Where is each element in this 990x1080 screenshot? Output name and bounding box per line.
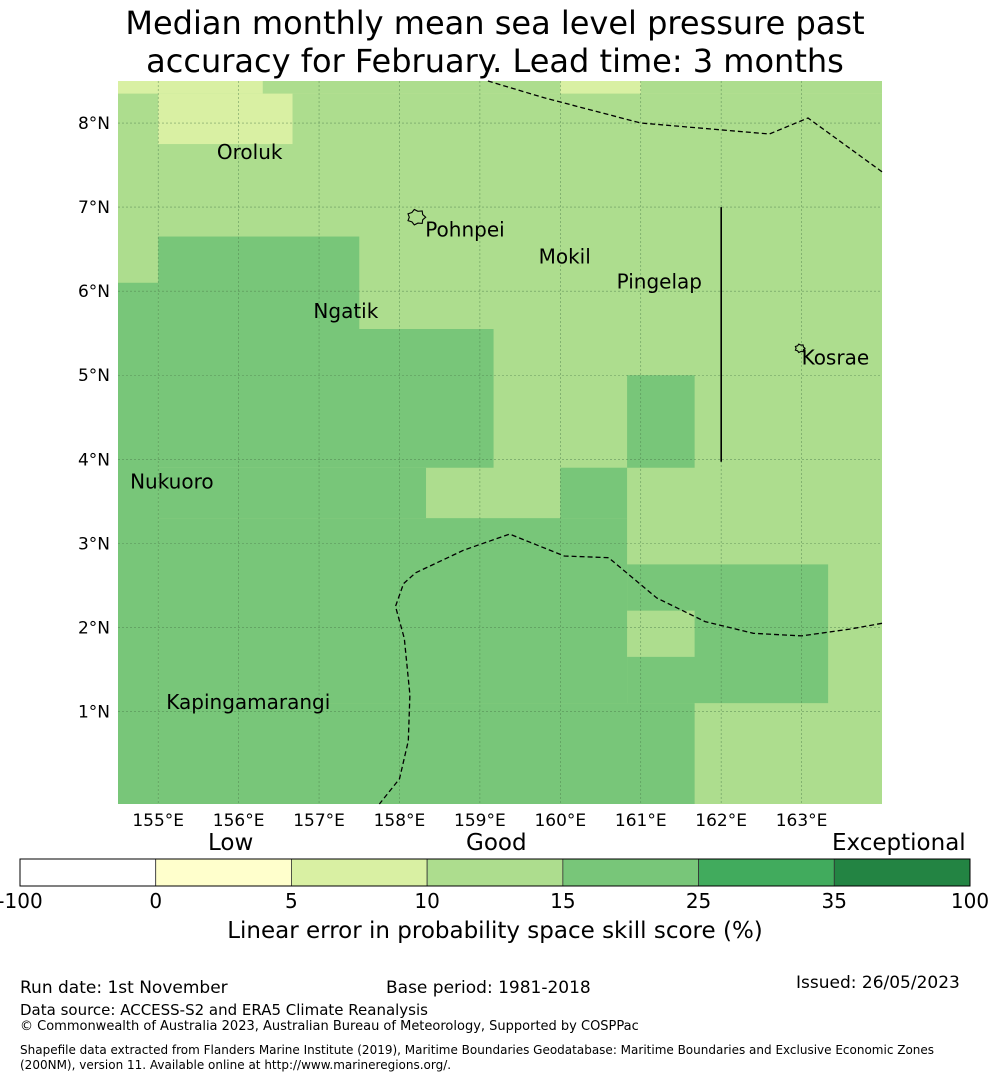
skill-cell — [627, 610, 695, 657]
lat-tick-label: 3°N — [78, 534, 110, 554]
title-line-1: Median monthly mean sea level pressure p… — [125, 4, 865, 42]
skill-cell — [158, 518, 628, 704]
skill-cell — [158, 329, 494, 468]
skill-cell — [640, 81, 882, 94]
lat-tick-label: 6°N — [78, 282, 110, 302]
shapefile-note: Shapefile data extracted from Flanders M… — [20, 1043, 935, 1072]
colorbar-segment — [562, 858, 699, 887]
colorbar-frame — [19, 858, 971, 887]
colorbar-label: Linear error in probability space skill … — [227, 918, 763, 944]
colorbar-tick-label: 25 — [685, 889, 712, 913]
lat-tick-label: 5°N — [78, 366, 110, 386]
run-date: Run date: 1st November — [20, 978, 228, 998]
skill-cell — [262, 81, 561, 94]
lon-tick-label: 163°E — [776, 811, 828, 830]
issued-date: Issued: 26/05/2023 — [796, 973, 960, 993]
colorbar-segment — [426, 858, 564, 887]
place-label-ngatik: Ngatik — [313, 299, 378, 323]
place-label-kosrae: Kosrae — [802, 345, 870, 369]
eez-boundary-south — [378, 533, 883, 805]
place-label-oroluk: Oroluk — [217, 140, 283, 164]
lon-tick-label: 158°E — [374, 811, 426, 830]
colorbar-category-exceptional: Exceptional — [832, 830, 966, 856]
title-line-2: accuracy for February. Lead time: 3 mont… — [146, 42, 844, 80]
lat-tick-label: 2°N — [78, 618, 110, 638]
lon-tick-label: 161°E — [615, 811, 667, 830]
island-pohnpei-outline — [407, 208, 427, 226]
lon-tick-label: 155°E — [132, 811, 184, 830]
colorbar-tick-label: 100 — [950, 889, 990, 913]
base-period: Base period: 1981-2018 — [386, 978, 591, 998]
skill-map: 155°E 156°E 157°E 158°E 159°E 160°E 161°E 162°E… — [78, 80, 883, 830]
lat-tick-label: 7°N — [78, 198, 110, 218]
lat-tick-label: 8°N — [78, 114, 110, 134]
place-label-pohnpei: Pohnpei — [425, 218, 505, 242]
skill-cell — [158, 703, 695, 804]
place-label-pingelap: Pingelap — [617, 270, 702, 294]
eez-boundary-north — [487, 80, 883, 173]
colorbar-category-good: Good — [466, 830, 527, 856]
skill-cell — [158, 236, 360, 334]
place-label-mokil: Mokil — [539, 244, 591, 268]
colorbar-tick-label: -100 — [0, 889, 43, 913]
place-label-nukuoro: Nukuoro — [130, 470, 214, 494]
skill-cell — [627, 375, 695, 468]
colorbar-segment — [291, 858, 428, 887]
skill-cell — [158, 93, 293, 145]
lat-tick-label: 4°N — [78, 450, 110, 470]
colorbar-tick-label: 10 — [414, 889, 440, 913]
lon-tick-label: 160°E — [534, 811, 586, 830]
skill-cell — [158, 467, 427, 519]
colorbar-tick-label: 15 — [550, 889, 576, 913]
lon-tick-label: 159°E — [454, 811, 506, 830]
colorbar-category-low: Low — [208, 830, 254, 856]
colorbar — [19, 858, 971, 887]
colorbar-tick-label: 5 — [285, 889, 298, 913]
island-kosrae-outline — [794, 343, 806, 354]
lon-tick-label: 162°E — [695, 811, 747, 830]
copyright: © Commonwealth of Australia 2023, Austra… — [20, 1019, 639, 1034]
lat-tick-label: 1°N — [78, 703, 110, 723]
colorbar-segment — [833, 858, 971, 887]
colorbar-segment — [19, 858, 157, 887]
colorbar-segment — [155, 858, 292, 887]
colorbar-tick-label: 35 — [821, 889, 848, 913]
data-source: Data source: ACCESS-S2 and ERA5 Climate … — [20, 1001, 428, 1019]
lon-tick-label: 157°E — [293, 811, 345, 830]
skill-cell — [560, 467, 628, 519]
lon-tick-label: 156°E — [213, 811, 265, 830]
colorbar-tick-label: 0 — [149, 889, 163, 913]
colorbar-segment — [698, 858, 835, 887]
chart-title: Median monthly mean sea level pressure p… — [0, 4, 990, 80]
place-label-kapingamarangi: Kapingamarangi — [166, 690, 330, 714]
